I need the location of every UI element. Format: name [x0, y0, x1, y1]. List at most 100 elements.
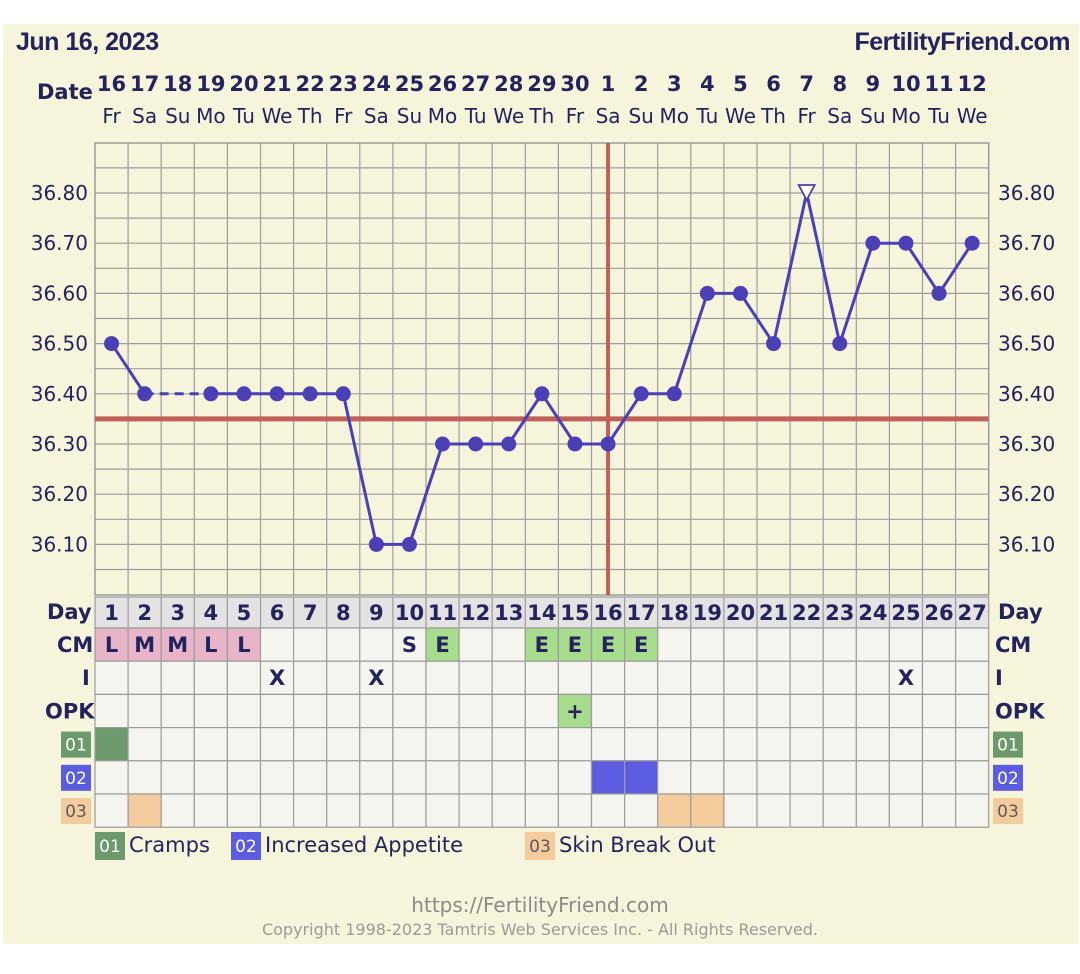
weekday-label: We [957, 104, 988, 128]
symptom-cell [160, 793, 195, 828]
weekday-label: Mo [428, 104, 458, 128]
symptom-cell [392, 760, 427, 795]
cm-row-label-right: CM [995, 633, 1031, 657]
weekday-label: Su [165, 104, 190, 128]
opk-cell [822, 693, 857, 729]
opk-cell [921, 693, 957, 729]
cm-cell [921, 627, 957, 662]
symptom-cell [193, 793, 229, 828]
opk-cell [723, 693, 758, 729]
legend-code: 01 [99, 837, 121, 857]
symptom-cell [723, 760, 758, 795]
y-tick-label-right: 36.10 [998, 532, 1055, 556]
symptom-cell [756, 760, 791, 795]
weekday-label: We [725, 104, 756, 128]
intercourse-cell [657, 660, 692, 696]
symptom-cell [193, 760, 229, 795]
date-label: 16 [97, 72, 126, 96]
symptom-cell-marked [127, 793, 162, 828]
symptom-cell [557, 726, 593, 762]
symptom-code-left: 01 [65, 736, 87, 756]
day-number: 10 [395, 601, 424, 625]
symptom-cell [789, 793, 824, 828]
date-label: 10 [891, 72, 920, 96]
date-label: 9 [866, 72, 881, 96]
symptom-code-left: 02 [65, 769, 87, 789]
day-number: 1 [104, 601, 119, 625]
symptom-cell [690, 760, 725, 795]
symptom-cell [822, 760, 857, 795]
temp-line [606, 392, 643, 445]
cm-cell [293, 627, 328, 662]
symptom-cell [557, 793, 593, 828]
opk-cell [127, 693, 162, 729]
temp-point [335, 386, 351, 402]
weekday-label: Sa [364, 104, 389, 128]
symptom-code-left: 03 [65, 802, 87, 822]
opk-row-label-left: OPK [45, 699, 95, 723]
y-tick-label-right: 36.50 [998, 332, 1055, 356]
intercourse-cell-value: X [368, 666, 384, 690]
symptom-cell [491, 760, 526, 795]
date-label: 26 [428, 72, 457, 96]
temp-point [137, 386, 153, 402]
weekday-label: Th [528, 104, 554, 128]
symptom-cell [226, 793, 262, 828]
date-label: 12 [958, 72, 987, 96]
symptom-code-badge-right [993, 731, 1023, 758]
symptom-cell [756, 793, 791, 828]
symptom-code-badge-left [61, 798, 91, 824]
opk-cell [259, 693, 295, 729]
intercourse-cell [193, 660, 229, 696]
symptom-cell [226, 726, 262, 762]
y-tick-label-left: 36.80 [31, 181, 88, 205]
intercourse-cell-value: X [898, 666, 914, 690]
y-tick-label-right: 36.40 [998, 382, 1055, 406]
temp-point [401, 536, 417, 552]
temp-point [732, 285, 748, 301]
symptom-cell [94, 760, 129, 795]
cm-cell [690, 627, 725, 662]
intercourse-cell [756, 660, 791, 696]
temp-point [600, 436, 616, 452]
intercourse-cell [160, 660, 195, 696]
temp-line [937, 242, 974, 295]
temp-line [540, 392, 577, 445]
date-label: 29 [527, 72, 556, 96]
opk-cell [392, 693, 427, 729]
symptom-cell [921, 793, 957, 828]
day-number: 19 [693, 601, 722, 625]
temp-point [236, 386, 252, 402]
day-number: 9 [369, 601, 384, 625]
symptom-cell [855, 726, 890, 762]
temp-point [633, 386, 649, 402]
temp-point [964, 235, 980, 251]
cm-cell [756, 627, 791, 662]
symptom-cell [160, 726, 195, 762]
day-number: 6 [270, 601, 285, 625]
symptom-cell [789, 760, 824, 795]
cm-cell-value: E [535, 633, 549, 657]
weekday-label: Su [628, 104, 653, 128]
symptom-cell [921, 726, 957, 762]
intercourse-cell-value: X [269, 666, 285, 690]
opk-cell [425, 693, 460, 729]
temp-point [203, 386, 219, 402]
symptom-cell [888, 760, 924, 795]
symptom-cell [160, 760, 195, 795]
opk-cell [226, 693, 262, 729]
day-row-label-right: Day [998, 600, 1043, 624]
cm-cell [954, 627, 990, 662]
temp-line [408, 443, 444, 545]
date-label: 18 [163, 72, 192, 96]
weekday-label: Th [297, 104, 323, 128]
symptom-cell [458, 760, 493, 795]
symptom-code-badge-left [61, 764, 91, 791]
symptom-cell [657, 760, 692, 795]
cm-row-label-left: CM [57, 633, 93, 657]
footer-url[interactable]: https://FertilityFriend.com [411, 893, 669, 917]
date-label: 27 [461, 72, 490, 96]
y-tick-label-right: 36.80 [998, 181, 1055, 205]
intercourse-cell [723, 660, 758, 696]
